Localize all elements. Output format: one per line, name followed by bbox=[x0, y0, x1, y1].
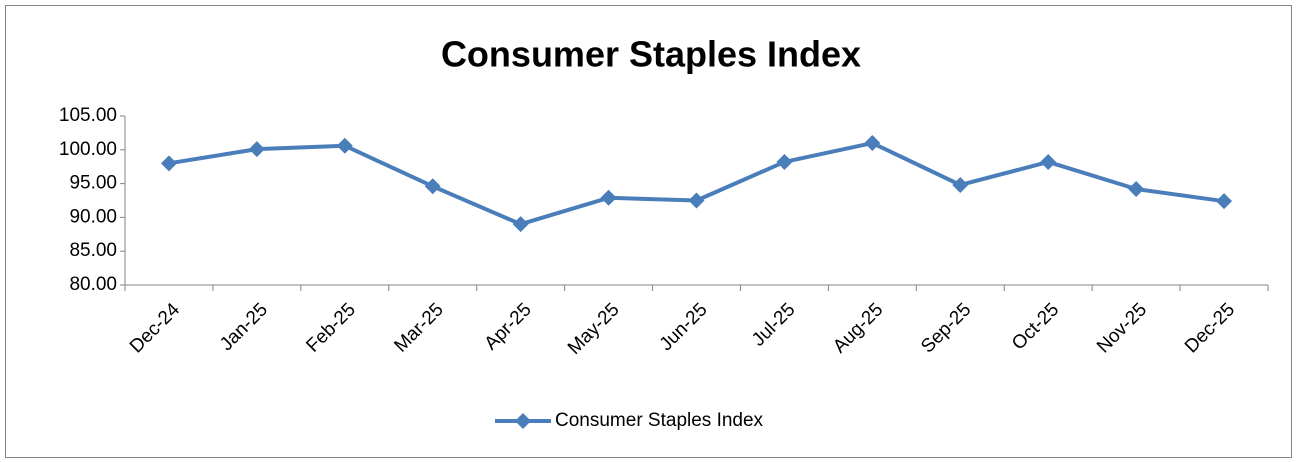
point-marker bbox=[952, 176, 969, 193]
point-marker bbox=[1216, 193, 1233, 210]
y-tick-label: 105.00 bbox=[59, 105, 117, 126]
point-marker bbox=[248, 141, 265, 158]
y-tick-label: 95.00 bbox=[69, 173, 117, 194]
chart-title: Consumer Staples Index bbox=[441, 34, 861, 75]
legend-marker bbox=[515, 413, 531, 429]
point-marker bbox=[160, 155, 177, 172]
point-marker bbox=[1128, 181, 1145, 198]
point-marker bbox=[1040, 153, 1057, 170]
point-marker bbox=[336, 137, 353, 154]
y-tick-label: 90.00 bbox=[69, 206, 117, 227]
point-marker bbox=[512, 216, 529, 233]
y-tick-label: 85.00 bbox=[69, 240, 117, 261]
y-tick-label: 100.00 bbox=[59, 139, 117, 160]
point-marker bbox=[688, 192, 705, 209]
point-marker bbox=[776, 153, 793, 170]
point-marker bbox=[424, 178, 441, 195]
y-tick-label: 80.00 bbox=[69, 274, 117, 295]
point-marker bbox=[600, 189, 617, 206]
legend-label: Consumer Staples Index bbox=[555, 410, 764, 431]
point-marker bbox=[864, 135, 881, 152]
chart-frame bbox=[5, 5, 1292, 458]
